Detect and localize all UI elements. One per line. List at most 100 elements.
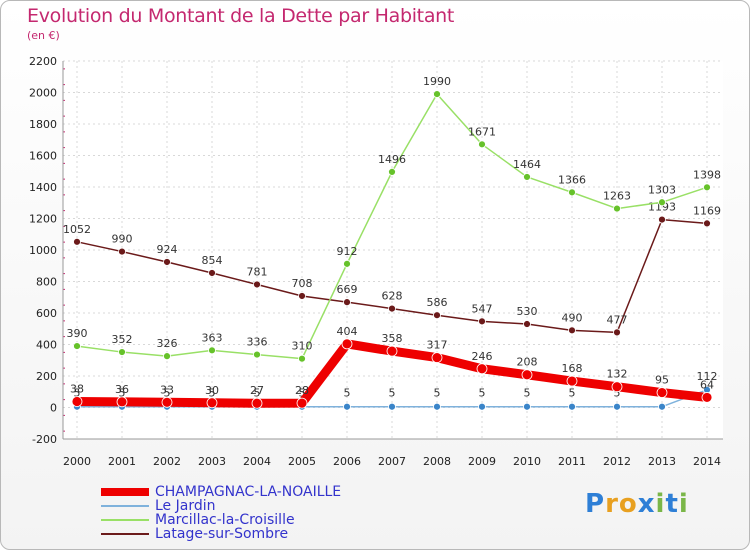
data-label: 404 <box>337 325 358 338</box>
data-label: 132 <box>607 368 628 381</box>
y-tick-label: 2000 <box>29 87 57 100</box>
data-point <box>433 311 441 320</box>
data-point <box>161 396 173 408</box>
data-point <box>341 338 353 350</box>
data-label: 36 <box>115 383 129 396</box>
data-point <box>208 269 216 277</box>
legend-swatch <box>101 488 149 496</box>
data-label: 1263 <box>603 190 631 203</box>
data-label: 547 <box>472 302 493 315</box>
data-label: 1366 <box>558 173 586 186</box>
data-label: 708 <box>292 277 313 290</box>
data-label: 1464 <box>513 158 541 171</box>
data-point <box>568 402 576 411</box>
data-point <box>611 381 623 393</box>
data-label: 912 <box>337 245 358 258</box>
chart-subtitle: (en €) <box>27 29 60 42</box>
data-label: 628 <box>382 290 403 303</box>
data-point <box>298 354 306 363</box>
y-tick-label: -200 <box>32 433 57 446</box>
data-label: 33 <box>160 383 174 396</box>
legend-item-latage: Latage-sur-Sombre <box>101 527 341 541</box>
data-point <box>658 215 666 224</box>
x-tick-label: 2000 <box>63 455 91 468</box>
data-label: 30 <box>205 384 219 397</box>
x-tick-label: 2004 <box>243 455 271 468</box>
data-point <box>523 402 531 411</box>
y-tick-label: 1400 <box>29 181 57 194</box>
y-tick-label: 1800 <box>29 118 57 131</box>
data-point <box>73 342 81 350</box>
data-point <box>613 402 621 411</box>
data-point <box>163 352 171 361</box>
data-point <box>388 402 396 411</box>
logo-letter: x <box>637 489 656 519</box>
logo-letter: r <box>605 489 619 519</box>
data-label: 27 <box>250 384 264 397</box>
x-tick-label: 2001 <box>108 455 136 468</box>
data-point <box>253 280 261 289</box>
y-tick-label: 200 <box>36 370 57 383</box>
data-label: 1671 <box>468 125 496 138</box>
x-tick-label: 2005 <box>288 455 316 468</box>
data-point <box>613 328 621 337</box>
data-label: 490 <box>562 311 583 324</box>
x-tick-label: 2007 <box>378 455 406 468</box>
data-point <box>71 396 83 407</box>
data-label: 352 <box>112 333 133 346</box>
legend-label: Le Jardin <box>155 498 216 514</box>
data-point <box>116 396 128 408</box>
logo-letter: P <box>585 489 606 519</box>
x-tick-label: 2013 <box>648 455 676 468</box>
data-point <box>118 247 126 256</box>
data-point <box>343 298 351 307</box>
x-tick-label: 2002 <box>153 455 181 468</box>
data-point <box>388 304 396 313</box>
data-label: 246 <box>472 350 493 363</box>
data-label: 5 <box>299 387 306 400</box>
data-point <box>613 204 621 213</box>
data-label: 363 <box>202 331 223 344</box>
data-point <box>523 173 531 181</box>
y-tick-label: 1200 <box>29 213 57 226</box>
legend-item-marcillac: Marcillac-la-Croisille <box>101 513 341 527</box>
data-label: 5 <box>254 387 261 400</box>
y-tick-label: 1000 <box>29 244 57 257</box>
x-tick-label: 2003 <box>198 455 226 468</box>
data-point <box>388 167 396 176</box>
data-label: 990 <box>112 233 133 246</box>
x-tick-label: 2008 <box>423 455 451 468</box>
data-label: 5 <box>479 387 486 400</box>
data-label: 1303 <box>648 183 676 196</box>
legend-label: CHAMPAGNAC-LA-NOAILLE <box>155 484 342 500</box>
data-label: 5 <box>614 387 621 400</box>
data-label: 336 <box>247 336 268 349</box>
logo-letter: i <box>655 489 666 519</box>
data-point <box>658 198 666 207</box>
data-label: 5 <box>344 387 351 400</box>
data-point <box>163 258 171 266</box>
data-label: 168 <box>562 362 583 375</box>
chart-title: Evolution du Montant de la Dette par Hab… <box>27 5 455 27</box>
data-point <box>296 397 308 409</box>
data-label: 64 <box>700 378 714 391</box>
data-point <box>433 402 441 411</box>
logo-letter: o <box>618 489 638 519</box>
data-label: 5 <box>209 387 216 400</box>
legend-label: Latage-sur-Sombre <box>155 526 289 542</box>
proxiti-logo: Proxiti <box>585 489 689 519</box>
data-point <box>476 363 488 375</box>
y-tick-label: 1600 <box>29 150 57 163</box>
y-tick-label: 2200 <box>29 55 57 68</box>
data-point <box>478 317 486 326</box>
data-label: 112 <box>697 370 718 383</box>
data-point <box>73 237 81 246</box>
data-point <box>298 292 306 300</box>
data-point <box>118 348 126 356</box>
data-label: 1990 <box>423 75 451 88</box>
data-point <box>568 188 576 197</box>
data-label: 1169 <box>693 204 721 217</box>
data-point <box>703 183 711 192</box>
data-label: 781 <box>247 265 268 278</box>
